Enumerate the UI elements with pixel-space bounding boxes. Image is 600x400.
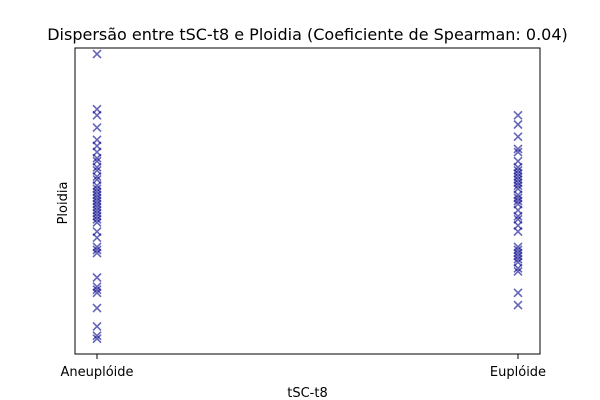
- data-point: [92, 245, 102, 255]
- data-point: [513, 144, 523, 154]
- data-point: [513, 300, 523, 310]
- data-point: [92, 214, 102, 224]
- data-point: [513, 266, 523, 276]
- data-point: [92, 334, 102, 344]
- data-point: [92, 288, 102, 298]
- data-point: [513, 181, 523, 191]
- x-tick-label: Aneuplóide: [60, 365, 133, 380]
- data-point: [92, 303, 102, 313]
- data-point: [513, 119, 523, 130]
- x-tick-label: Euplóide: [490, 365, 546, 380]
- data-point: [92, 153, 102, 163]
- data-point: [92, 248, 102, 258]
- data-point: [92, 162, 102, 172]
- data-point: [92, 272, 102, 283]
- data-point: [92, 233, 102, 243]
- plot-frame: [74, 47, 541, 355]
- data-point: [513, 132, 523, 142]
- data-point: [513, 288, 523, 298]
- data-points: [92, 49, 523, 344]
- data-point: [513, 254, 523, 264]
- data-point: [513, 211, 523, 221]
- x-axis-label: tSC-t8: [287, 386, 328, 400]
- data-point: [92, 49, 102, 59]
- data-point: [92, 110, 102, 120]
- data-point: [513, 196, 523, 206]
- data-point: [513, 227, 523, 237]
- data-point: [92, 217, 102, 227]
- x-axis-ticks: Aneuplóide Euplóide: [60, 354, 546, 380]
- data-point: [92, 331, 102, 341]
- data-point: [513, 147, 523, 157]
- data-point: [92, 122, 102, 133]
- data-point: [92, 285, 102, 295]
- data-point: [92, 171, 102, 182]
- y-axis-label: Ploidia: [56, 182, 71, 225]
- data-point: [92, 321, 102, 332]
- data-point: [513, 263, 523, 273]
- data-point: [513, 110, 523, 120]
- chart-title: Dispersão entre tSC-t8 e Ploidia (Coefic…: [47, 25, 568, 44]
